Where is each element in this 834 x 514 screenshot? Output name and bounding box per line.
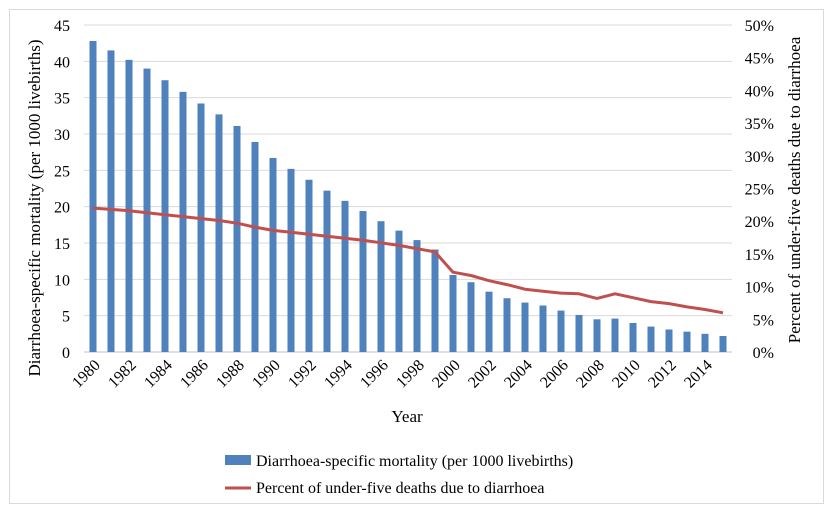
- bar: [431, 249, 439, 352]
- bar: [665, 329, 673, 352]
- left-tick-label: 10: [54, 272, 70, 289]
- x-tick-label: 1994: [321, 357, 356, 392]
- legend-bar-label: Diarrhoea-specific mortality (per 1000 l…: [256, 453, 573, 470]
- bar: [215, 114, 223, 352]
- bar: [377, 221, 385, 352]
- bar-series: [89, 40, 727, 353]
- bar: [197, 103, 205, 352]
- line-path: [92, 206, 724, 315]
- x-axis-title: Year: [391, 407, 423, 426]
- bar: [539, 305, 547, 352]
- bar: [485, 291, 493, 352]
- right-tick-label: 25%: [745, 182, 774, 199]
- x-tick-label: 2012: [645, 357, 680, 392]
- bar: [647, 326, 655, 352]
- bar: [179, 91, 187, 352]
- right-tick-label: 50%: [745, 18, 774, 35]
- bar: [467, 282, 475, 352]
- left-tick-label: 35: [54, 91, 70, 108]
- right-axis-title: Percent of under-five deaths due to diar…: [785, 36, 804, 343]
- left-tick-label: 20: [54, 200, 70, 217]
- legend-bar-swatch: [225, 455, 251, 465]
- bar: [557, 310, 565, 352]
- left-tick-label: 30: [54, 127, 70, 144]
- left-tick-label: 5: [62, 309, 70, 326]
- right-axis-ticks: 0% 5% 10% 15% 20% 25% 30% 35% 40% 45% 50%: [745, 18, 774, 362]
- left-tick-label: 40: [54, 54, 70, 71]
- x-tick-label: 2002: [465, 357, 500, 392]
- right-tick-label: 40%: [745, 83, 774, 100]
- bar: [413, 240, 421, 352]
- right-tick-label: 5%: [753, 312, 774, 329]
- x-tick-label: 2014: [681, 357, 716, 392]
- bar: [89, 40, 97, 353]
- x-tick-label: 1998: [393, 357, 428, 392]
- left-tick-label: 45: [54, 18, 70, 35]
- x-tick-label: 2004: [501, 357, 536, 392]
- bar: [287, 168, 295, 352]
- right-tick-label: 30%: [745, 149, 774, 166]
- bar: [323, 190, 331, 352]
- bar: [719, 336, 727, 352]
- bar: [593, 319, 601, 352]
- x-tick-label: 1990: [249, 357, 284, 392]
- x-tick-label: 2008: [573, 357, 608, 392]
- right-tick-label: 45%: [745, 51, 774, 68]
- left-tick-label: 25: [54, 163, 70, 180]
- left-axis-title: Diarrhoea-specific mortality (per 1000 l…: [25, 39, 44, 376]
- left-tick-label: 0: [62, 345, 70, 362]
- bar: [449, 274, 457, 352]
- bar: [359, 211, 367, 352]
- legend: Diarrhoea-specific mortality (per 1000 l…: [225, 453, 573, 497]
- bar: [575, 314, 583, 352]
- bar: [683, 331, 691, 352]
- x-tick-label: 1984: [141, 357, 176, 392]
- right-tick-label: 15%: [745, 247, 774, 264]
- right-tick-label: 35%: [745, 116, 774, 133]
- bar: [503, 298, 511, 352]
- left-tick-label: 15: [54, 236, 70, 253]
- bar: [269, 157, 277, 352]
- right-tick-label: 0%: [753, 345, 774, 362]
- gridlines: [84, 24, 732, 353]
- x-tick-label: 1986: [177, 357, 212, 392]
- x-tick-label: 1982: [105, 357, 140, 392]
- legend-line-label: Percent of under-five deaths due to diar…: [256, 480, 544, 497]
- bar: [251, 141, 259, 352]
- x-tick-label: 2010: [609, 357, 644, 392]
- bar: [395, 230, 403, 352]
- bar: [305, 179, 313, 352]
- x-tick-label: 1980: [69, 357, 104, 392]
- right-tick-label: 10%: [745, 280, 774, 297]
- x-tick-label: 2006: [537, 357, 572, 392]
- bar: [233, 126, 241, 352]
- bar: [629, 322, 637, 352]
- x-tick-label: 1996: [357, 357, 392, 392]
- bar: [611, 318, 619, 352]
- bar: [521, 302, 529, 352]
- x-tick-label: 1992: [285, 357, 320, 392]
- bar: [107, 50, 115, 352]
- x-tick-label: 1988: [213, 357, 248, 392]
- bar: [125, 59, 133, 352]
- bar: [701, 333, 709, 352]
- line-series: [92, 206, 724, 315]
- x-axis-ticks: 1980 1982 1984 1986 1988 1990 1992 1994 1996 1998…: [69, 357, 716, 392]
- bar: [143, 68, 151, 352]
- right-tick-label: 20%: [745, 214, 774, 231]
- left-axis-ticks: 0 5 10 15 20 25 30 35 40 45: [54, 18, 70, 362]
- x-tick-label: 2000: [429, 357, 464, 392]
- bar: [341, 200, 349, 352]
